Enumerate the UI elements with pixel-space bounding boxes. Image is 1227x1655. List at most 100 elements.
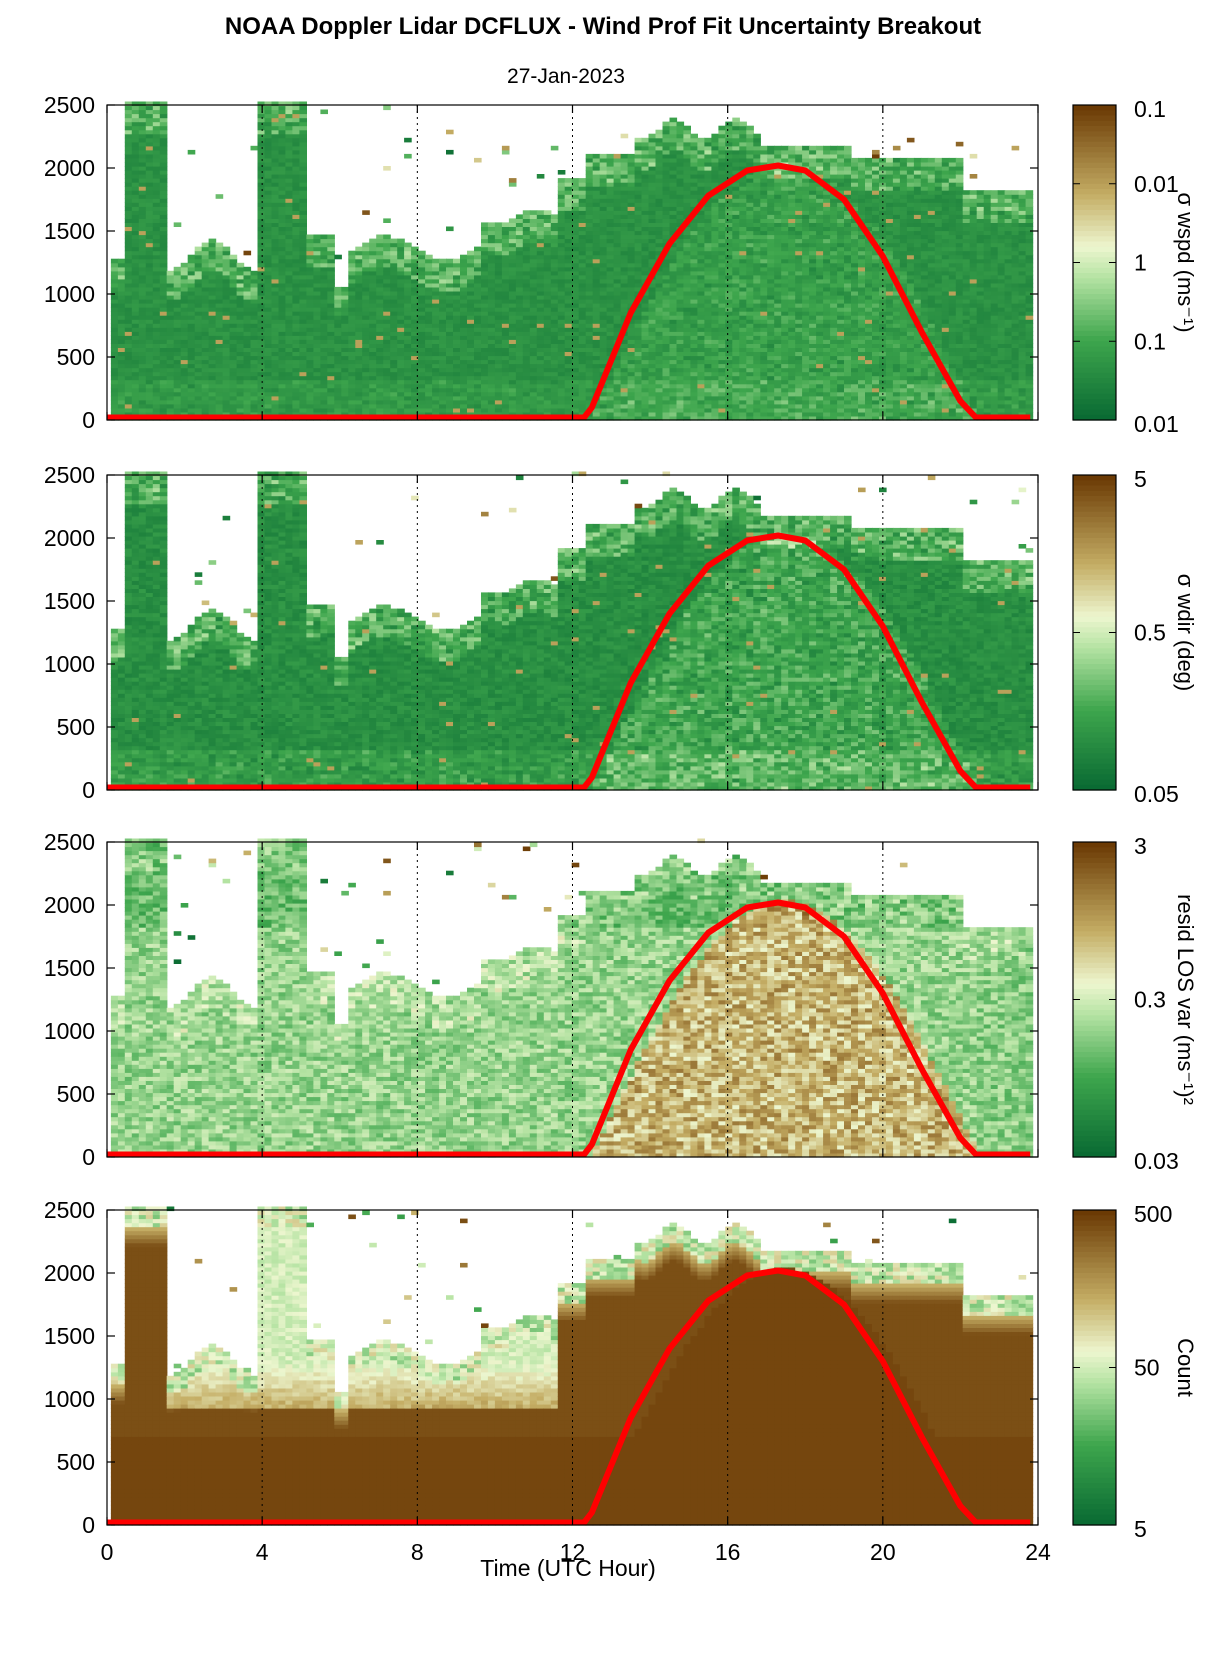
heatmap-cell — [285, 283, 293, 288]
heatmap-cell — [306, 299, 314, 304]
heatmap-cell — [544, 323, 552, 328]
heatmap-cell — [628, 154, 636, 159]
heatmap-cell — [558, 222, 566, 227]
heatmap-cell — [299, 214, 307, 219]
heatmap-cell — [558, 271, 566, 276]
heatmap-cell — [725, 343, 733, 348]
heatmap-cell — [537, 271, 545, 276]
heatmap-cell — [418, 368, 426, 373]
heatmap-cell — [649, 303, 657, 308]
heatmap-cell — [292, 235, 300, 240]
heatmap-cell — [425, 275, 433, 280]
heatmap-cell — [285, 186, 293, 191]
heatmap-cell — [244, 343, 252, 348]
heatmap-cell — [649, 287, 657, 292]
heatmap-cell — [649, 182, 657, 187]
heatmap-cell — [677, 178, 685, 183]
heatmap-cell — [432, 388, 440, 393]
heatmap-cell — [621, 202, 629, 207]
heatmap-cell — [160, 392, 168, 397]
heatmap-cell — [188, 283, 196, 288]
heatmap-cell — [146, 182, 154, 187]
heatmap-cell — [139, 263, 147, 268]
heatmap-cell — [272, 388, 280, 393]
heatmap-cell — [474, 279, 482, 284]
heatmap-cell — [223, 323, 231, 328]
heatmap-cell — [621, 210, 629, 215]
heatmap-cell — [355, 388, 363, 393]
heatmap-cell — [237, 347, 245, 352]
heatmap-cell — [348, 279, 356, 284]
heatmap-cell — [216, 392, 224, 397]
heatmap-cell — [209, 400, 217, 405]
heatmap-cell — [209, 243, 217, 248]
heatmap-cell — [704, 335, 712, 340]
heatmap-cell — [237, 376, 245, 381]
heatmap-cell — [711, 384, 719, 389]
heatmap-cell — [153, 259, 161, 264]
heatmap-cell — [704, 243, 712, 248]
heatmap-cell — [132, 319, 140, 324]
heatmap-cell — [600, 190, 608, 195]
heatmap-cell — [663, 307, 671, 312]
heatmap-cell — [125, 384, 133, 389]
heatmap-cell — [600, 222, 608, 227]
heatmap-cell — [139, 110, 147, 115]
heatmap-cell — [299, 360, 307, 365]
heatmap-cell — [704, 154, 712, 159]
heatmap-cell — [195, 356, 203, 361]
heatmap-cell — [725, 122, 733, 127]
heatmap-cell — [586, 198, 594, 203]
heatmap-cell — [558, 311, 566, 316]
heatmap-cell — [272, 106, 280, 111]
heatmap-cell — [502, 271, 510, 276]
heatmap-cell — [509, 235, 517, 240]
heatmap-cell — [670, 170, 678, 175]
heatmap-cell — [376, 291, 384, 296]
heatmap-cell — [146, 380, 154, 385]
heatmap-cell — [600, 343, 608, 348]
heatmap-cell — [216, 315, 224, 320]
heatmap-cell — [663, 190, 671, 195]
heatmap-cell — [432, 263, 440, 268]
heatmap-cell — [558, 210, 566, 215]
heatmap-cell — [272, 295, 280, 300]
heatmap-cell — [467, 319, 475, 324]
heatmap-cell — [670, 408, 678, 413]
heatmap-cell — [725, 303, 733, 308]
heatmap-cell — [725, 323, 733, 328]
heatmap-cell — [579, 343, 587, 348]
heatmap-cell — [334, 400, 342, 405]
heatmap-cell — [683, 327, 691, 332]
heatmap-cell — [725, 384, 733, 389]
heatmap-cell — [118, 283, 126, 288]
heatmap-cell — [188, 356, 196, 361]
heatmap-cell — [621, 222, 629, 227]
heatmap-cell — [516, 218, 524, 223]
heatmap-cell — [614, 198, 622, 203]
heatmap-cell — [404, 380, 412, 385]
heatmap-cell — [320, 356, 328, 361]
heatmap-cell — [369, 404, 377, 409]
heatmap-cell — [579, 327, 587, 332]
heatmap-cell — [244, 315, 252, 320]
heatmap-cell — [376, 247, 384, 252]
heatmap-cell — [181, 384, 189, 389]
heatmap-cell — [697, 174, 705, 179]
heatmap-cell — [279, 182, 287, 187]
heatmap-cell — [348, 368, 356, 373]
heatmap-cell — [160, 295, 168, 300]
heatmap-cell — [237, 283, 245, 288]
heatmap-cell — [125, 356, 133, 361]
heatmap-cell — [258, 154, 266, 159]
heatmap-cell — [690, 311, 698, 316]
heatmap-cell — [523, 243, 531, 248]
heatmap-cell — [111, 408, 119, 413]
heatmap-cell — [279, 178, 287, 183]
heatmap-cell — [607, 251, 615, 256]
heatmap-cell — [656, 222, 664, 227]
heatmap-cell — [376, 384, 384, 389]
heatmap-cell — [600, 271, 608, 276]
heatmap-cell — [495, 239, 503, 244]
heatmap-cell — [181, 368, 189, 373]
